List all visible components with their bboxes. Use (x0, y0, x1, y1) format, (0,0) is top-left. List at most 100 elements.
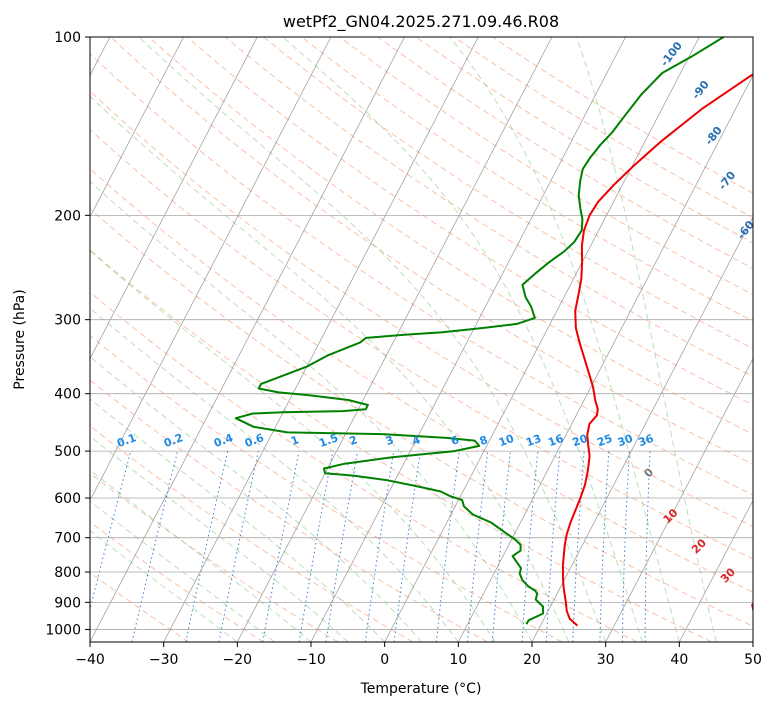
x-axis-title: Temperature (°C) (360, 681, 482, 697)
dry-adiabat (148, 37, 753, 435)
x-tick-label: 0 (380, 652, 389, 668)
mixing-ratio-label: 2 (348, 433, 360, 448)
moist-adiabat (576, 37, 717, 642)
mixing-ratio-label: 25 (595, 432, 614, 449)
y-axis-ticks: 100 200 300 400 500 600 700 800 900 1000 (45, 30, 90, 638)
x-tick-label: 40 (670, 652, 688, 668)
x-tick-label: −40 (75, 652, 105, 668)
moist-adiabat (90, 435, 349, 642)
mixing-ratio-label: 0.6 (243, 431, 266, 450)
y-tick-label: 800 (54, 565, 81, 581)
mixing-ratio-label: 0.2 (162, 431, 185, 450)
x-tick-label: −30 (149, 652, 179, 668)
moist-adiabat-label: 40 (747, 595, 767, 615)
isotherm-line (236, 37, 553, 642)
isotherm-line (90, 37, 332, 502)
x-tick-label: 50 (744, 652, 762, 668)
moist-adiabat (138, 37, 607, 642)
mixing-ratio-line (599, 451, 610, 642)
mixing-ratio-label: 1.5 (317, 431, 340, 450)
x-tick-label: −20 (223, 652, 253, 668)
isotherm-line (90, 37, 258, 360)
mixing-ratio-line (572, 451, 585, 642)
isotherm-line (457, 74, 753, 642)
mixing-ratio-label: 0.1 (115, 431, 138, 450)
mixing-ratio-line (325, 451, 359, 642)
y-tick-label: 600 (54, 491, 81, 507)
dry-adiabat (90, 90, 753, 528)
moist-adiabat (90, 469, 312, 642)
dry-adiabat (90, 53, 753, 496)
isotherm-line (384, 37, 700, 642)
x-tick-label: 30 (597, 652, 615, 668)
sounding-profiles (234, 37, 753, 627)
chart-title: wetPf2_GN04.2025.271.09.46.R08 (283, 12, 559, 32)
mixing-ratio-line (467, 451, 489, 642)
mixing-ratio-label: 6 (449, 433, 461, 448)
temperature-line (561, 73, 753, 627)
mixing-ratio-label: 36 (637, 432, 656, 450)
mixing-ratio-label: 0.4 (212, 431, 235, 450)
grid-lines (90, 37, 753, 642)
moist-adiabat (282, 37, 643, 642)
dry-adiabat (90, 425, 414, 642)
dry-adiabat (339, 37, 753, 296)
y-tick-label: 900 (54, 595, 81, 611)
mixing-ratio-line (262, 450, 300, 642)
mixing-ratio-label: 1 (289, 433, 301, 448)
isotherm-line (310, 37, 626, 642)
isotherm-line (90, 37, 184, 218)
x-axis-ticks: −40 −30 −20 −10 0 10 20 30 40 50 (75, 642, 762, 668)
dry-adiabat (90, 249, 712, 642)
dry-adiabat-label: -50 (752, 268, 775, 292)
mixing-ratio-label: 4 (410, 433, 422, 448)
x-tick-label: 20 (523, 652, 541, 668)
y-tick-label: 100 (54, 30, 81, 46)
moist-adiabat (90, 180, 533, 642)
plot-background (90, 37, 753, 642)
moist-adiabat (449, 37, 680, 642)
mixing-ratio-line (644, 451, 651, 642)
mixing-ratio-line (298, 451, 334, 642)
mixing-ratio-line (218, 450, 259, 642)
y-axis-title: Pressure (hPa) (12, 289, 28, 389)
moist-adiabat (90, 307, 459, 642)
x-tick-label: 10 (449, 652, 467, 668)
mixing-ratio-label: 8 (478, 433, 490, 448)
y-tick-label: 500 (54, 444, 81, 460)
dry-adiabat (90, 291, 638, 642)
y-tick-label: 700 (54, 531, 81, 547)
dry-adiabat (301, 37, 753, 322)
isotherm-line (531, 216, 753, 642)
dry-adiabat (90, 168, 753, 593)
y-tick-label: 200 (54, 208, 81, 224)
y-tick-label: 300 (54, 313, 81, 329)
y-tick-label: 1000 (45, 622, 81, 638)
plot-frame (89, 36, 754, 643)
dry-adiabat (90, 379, 488, 642)
mixing-ratio-line (521, 451, 539, 642)
mixing-ratio-label: 10 (497, 432, 516, 450)
isotherm-line (752, 641, 753, 642)
isotherm-line (678, 499, 753, 642)
dewpoint-line (234, 37, 725, 625)
isotherm-line (605, 357, 753, 642)
moist-adiabat (90, 398, 386, 642)
mixing-ratio-label: 20 (571, 432, 590, 450)
moist-adiabat (90, 95, 570, 642)
mixing-ratio-line (435, 451, 460, 642)
dry-adiabat (90, 571, 190, 642)
isotherm-line (90, 37, 405, 642)
mixing-ratio-line (545, 451, 561, 642)
mixing-ratio-line (621, 451, 630, 642)
mixing-ratio-label: 13 (524, 432, 543, 449)
mixing-ratio-label: 30 (616, 432, 635, 450)
mixing-ratio-line (364, 451, 395, 642)
x-tick-label: −10 (296, 652, 326, 668)
mixing-ratio-label: 16 (546, 432, 565, 450)
moist-adiabat (90, 250, 496, 642)
isotherm-line (163, 37, 479, 642)
mixing-ratio-line (491, 451, 511, 642)
mixing-ratio-label: 3 (384, 433, 396, 448)
